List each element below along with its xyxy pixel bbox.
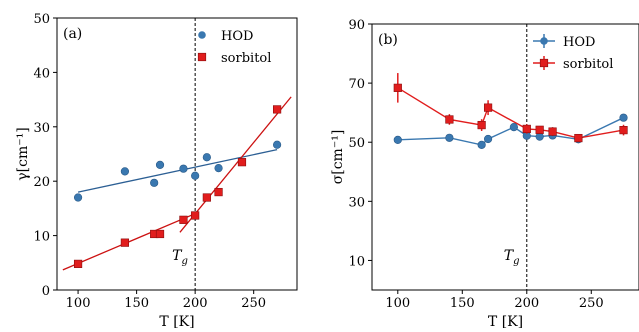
- hod-point: [477, 140, 486, 149]
- x-tick-label: 100: [385, 296, 410, 311]
- sorbitol-point: [445, 115, 454, 124]
- plot-frame: [371, 23, 639, 291]
- legend-label-sorbitol: sorbitol: [221, 51, 271, 66]
- legend-label-sorbitol: sorbitol: [563, 57, 613, 72]
- sorbitol-point: [393, 83, 402, 92]
- sorbitol-point: [483, 103, 493, 112]
- hod-point: [150, 178, 159, 187]
- y-tick-label: 0: [42, 284, 50, 299]
- sorbitol-point: [120, 238, 130, 247]
- panel-a: 100 150 200 250 0 10 20 30 40 50 T [K] γ[cm⁻¹] (a) Tg…: [15, 12, 298, 330]
- hod-connect-line: [397, 117, 624, 146]
- hod-point: [155, 160, 165, 169]
- hod-point: [535, 132, 544, 141]
- legend-label-hod: HOD: [221, 29, 253, 44]
- x-tick-label: 100: [66, 296, 91, 311]
- sorbitol-point: [179, 215, 188, 224]
- hod-point: [120, 167, 130, 176]
- sorbitol-connect-line: [397, 87, 624, 139]
- x-tick-label: 250: [241, 296, 266, 311]
- panel-label: (b): [378, 32, 398, 48]
- sorbitol-point: [272, 105, 282, 114]
- hod-point: [179, 164, 188, 173]
- sorbitol-point: [155, 229, 165, 239]
- sorbitol-point: [574, 133, 583, 143]
- x-tick-label: 150: [450, 296, 475, 311]
- sorbitol-point: [535, 125, 544, 134]
- plot-frame: [56, 17, 298, 291]
- x-tick-label: 200: [183, 296, 208, 311]
- fit-line: [77, 149, 278, 193]
- hod-point: [202, 153, 211, 162]
- y-tick-label: 20: [33, 175, 50, 190]
- hod-point: [483, 134, 493, 144]
- y-tick-label: 50: [348, 136, 365, 151]
- y-tick-label: 30: [348, 195, 365, 210]
- sorbitol-point: [191, 211, 200, 220]
- legend-marker-sorbitol: [197, 52, 207, 62]
- tg-label: Tg: [172, 248, 188, 267]
- y-tick-label: 50: [33, 12, 50, 27]
- y-axis-label: γ[cm⁻¹]: [15, 127, 31, 180]
- legend-marker-hod: [198, 31, 206, 39]
- fit-line: [179, 96, 292, 233]
- hod-point: [214, 164, 223, 173]
- legend-marker-hod: [540, 37, 548, 45]
- x-tick-label: 250: [579, 296, 604, 311]
- sorbitol-point: [477, 120, 486, 130]
- sorbitol-point: [73, 259, 83, 268]
- hod-point: [619, 113, 628, 122]
- x-axis-label: T [K]: [488, 314, 523, 328]
- panel-b: 100 150 200 250 10 30 50 70 90 T [K] σ[cm⁻¹] (b) Tg H…: [330, 18, 639, 330]
- x-axis-label: T [K]: [159, 314, 194, 328]
- hod-point: [191, 171, 200, 180]
- sorbitol-point: [214, 187, 223, 197]
- panel-label: (a): [63, 26, 82, 42]
- y-tick-label: 10: [33, 230, 50, 245]
- y-tick-label: 90: [348, 18, 365, 33]
- sorbitol-point: [522, 124, 531, 134]
- x-tick-label: 150: [124, 296, 149, 311]
- x-tick-label: 200: [514, 296, 539, 311]
- tg-label: Tg: [504, 248, 520, 267]
- fit-line: [62, 211, 199, 271]
- hod-point: [393, 135, 402, 144]
- y-tick-label: 10: [348, 254, 365, 269]
- y-tick-label: 30: [33, 121, 50, 136]
- sorbitol-point: [202, 193, 211, 202]
- y-tick-label: 40: [33, 66, 50, 81]
- hod-point: [509, 123, 518, 132]
- sorbitol-point: [619, 126, 628, 135]
- y-tick-label: 70: [348, 77, 365, 92]
- sorbitol-point: [237, 158, 247, 167]
- legend-marker-sorbitol: [539, 58, 549, 68]
- sorbitol-point: [548, 127, 557, 136]
- hod-point: [445, 133, 454, 142]
- y-axis-label: σ[cm⁻¹]: [330, 130, 346, 185]
- hod-point: [73, 193, 83, 202]
- hod-point: [272, 140, 282, 149]
- legend-label-hod: HOD: [563, 35, 595, 50]
